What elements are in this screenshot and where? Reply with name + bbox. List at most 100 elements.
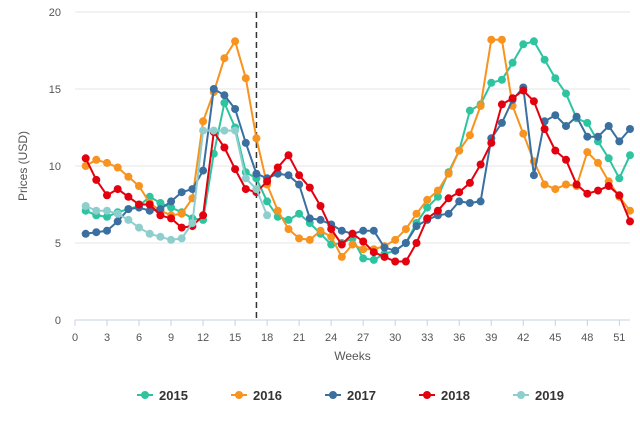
data-point[interactable]	[337, 240, 346, 249]
data-point[interactable]	[284, 171, 293, 180]
data-point[interactable]	[465, 178, 474, 187]
data-point[interactable]	[92, 175, 101, 184]
data-point[interactable]	[220, 126, 229, 135]
data-point[interactable]	[476, 197, 485, 206]
data-point[interactable]	[423, 195, 432, 204]
data-point[interactable]	[167, 214, 176, 223]
data-point[interactable]	[241, 74, 250, 83]
data-point[interactable]	[199, 166, 208, 175]
data-point[interactable]	[423, 214, 432, 223]
data-point[interactable]	[359, 254, 368, 263]
data-point[interactable]	[188, 219, 197, 227]
data-point[interactable]	[562, 155, 570, 164]
legend-item-2015[interactable]: 2015	[137, 388, 188, 403]
data-point[interactable]	[626, 217, 634, 226]
data-point[interactable]	[476, 160, 485, 169]
data-point[interactable]	[626, 125, 634, 133]
legend-item-2018[interactable]: 2018	[419, 388, 470, 403]
data-point[interactable]	[305, 235, 314, 244]
data-point[interactable]	[177, 209, 186, 218]
data-point[interactable]	[497, 100, 506, 109]
data-point[interactable]	[316, 202, 325, 210]
data-point[interactable]	[465, 199, 474, 207]
data-point[interactable]	[529, 37, 538, 46]
data-point[interactable]	[540, 55, 549, 64]
data-point[interactable]	[455, 188, 464, 197]
data-point[interactable]	[103, 226, 111, 235]
data-point[interactable]	[263, 211, 272, 220]
data-point[interactable]	[252, 169, 261, 178]
data-point[interactable]	[327, 232, 336, 241]
data-point[interactable]	[369, 248, 378, 257]
data-point[interactable]	[562, 122, 570, 130]
data-point[interactable]	[391, 235, 400, 244]
data-point[interactable]	[497, 118, 506, 127]
data-point[interactable]	[594, 186, 602, 195]
data-point[interactable]	[380, 243, 389, 252]
data-point[interactable]	[103, 191, 111, 200]
data-point[interactable]	[231, 105, 240, 113]
data-point[interactable]	[391, 246, 400, 255]
data-point[interactable]	[81, 229, 90, 238]
data-point[interactable]	[241, 174, 250, 183]
data-point[interactable]	[92, 155, 101, 164]
data-point[interactable]	[295, 234, 304, 243]
data-point[interactable]	[455, 146, 464, 155]
data-point[interactable]	[615, 174, 624, 183]
data-point[interactable]	[519, 40, 528, 49]
data-point[interactable]	[273, 163, 282, 172]
data-point[interactable]	[113, 209, 122, 218]
data-point[interactable]	[177, 234, 186, 243]
data-point[interactable]	[263, 197, 272, 206]
data-point[interactable]	[145, 206, 154, 215]
data-point[interactable]	[497, 35, 506, 44]
data-point[interactable]	[156, 205, 165, 214]
data-point[interactable]	[604, 122, 613, 130]
data-point[interactable]	[124, 192, 133, 201]
data-point[interactable]	[529, 97, 538, 106]
data-point[interactable]	[519, 86, 528, 95]
data-point[interactable]	[562, 89, 570, 98]
data-point[interactable]	[156, 232, 165, 241]
data-point[interactable]	[167, 197, 176, 206]
data-point[interactable]	[359, 245, 368, 254]
data-point[interactable]	[487, 138, 496, 147]
data-point[interactable]	[167, 235, 176, 244]
data-point[interactable]	[124, 215, 133, 224]
data-point[interactable]	[401, 239, 410, 247]
data-point[interactable]	[135, 182, 143, 190]
data-point[interactable]	[615, 137, 624, 146]
data-point[interactable]	[241, 138, 250, 147]
data-point[interactable]	[252, 134, 261, 143]
data-point[interactable]	[295, 171, 304, 180]
data-point[interactable]	[295, 209, 304, 218]
data-point[interactable]	[220, 98, 229, 107]
data-point[interactable]	[551, 146, 560, 155]
data-point[interactable]	[241, 185, 250, 194]
data-point[interactable]	[348, 229, 357, 238]
data-point[interactable]	[551, 74, 560, 83]
data-point[interactable]	[583, 118, 592, 127]
data-point[interactable]	[551, 111, 560, 120]
data-point[interactable]	[583, 132, 592, 141]
data-point[interactable]	[220, 91, 229, 100]
data-point[interactable]	[199, 211, 208, 220]
data-point[interactable]	[337, 252, 346, 261]
data-point[interactable]	[348, 240, 357, 249]
data-point[interactable]	[167, 203, 176, 212]
data-point[interactable]	[444, 209, 453, 218]
data-point[interactable]	[284, 151, 293, 160]
data-point[interactable]	[412, 209, 421, 218]
data-point[interactable]	[231, 37, 240, 46]
data-point[interactable]	[433, 206, 442, 215]
data-point[interactable]	[626, 206, 634, 215]
data-point[interactable]	[359, 237, 368, 246]
legend-item-2017[interactable]: 2017	[325, 388, 376, 403]
data-point[interactable]	[220, 143, 229, 152]
data-point[interactable]	[551, 185, 560, 194]
data-point[interactable]	[273, 206, 282, 215]
data-point[interactable]	[508, 58, 517, 67]
data-point[interactable]	[199, 126, 208, 135]
data-point[interactable]	[615, 191, 624, 200]
data-point[interactable]	[92, 206, 101, 215]
